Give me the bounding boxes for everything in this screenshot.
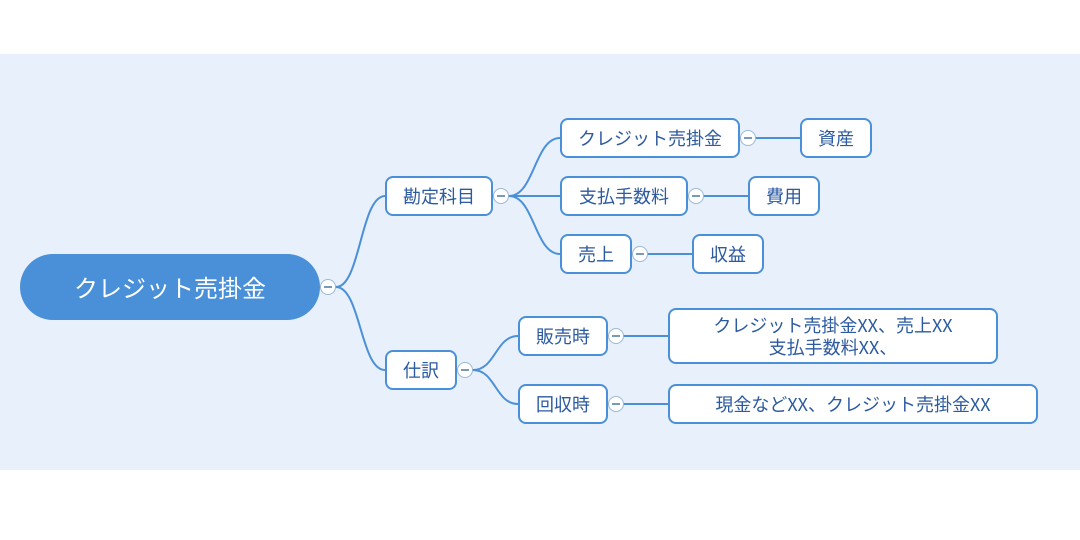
node-n2b[interactable]: 回収時 bbox=[518, 384, 608, 424]
node-n1c1[interactable]: 収益 bbox=[692, 234, 764, 274]
node-n1c[interactable]: 売上 bbox=[560, 234, 632, 274]
collapse-toggle-n2[interactable] bbox=[457, 362, 473, 378]
node-n1b1[interactable]: 費用 bbox=[748, 176, 820, 216]
collapse-toggle-root[interactable] bbox=[320, 279, 336, 295]
node-n1[interactable]: 勘定科目 bbox=[385, 176, 493, 216]
mindmap-canvas: クレジット売掛金勘定科目クレジット売掛金資産支払手数料費用売上収益仕訳販売時クレ… bbox=[0, 0, 1080, 540]
collapse-toggle-n1b[interactable] bbox=[688, 188, 704, 204]
collapse-toggle-n2a[interactable] bbox=[608, 328, 624, 344]
node-n2a[interactable]: 販売時 bbox=[518, 316, 608, 356]
collapse-toggle-n1c[interactable] bbox=[632, 246, 648, 262]
node-root[interactable]: クレジット売掛金 bbox=[20, 254, 320, 320]
node-n1b[interactable]: 支払手数料 bbox=[560, 176, 688, 216]
node-n2[interactable]: 仕訳 bbox=[385, 350, 457, 390]
node-n1a[interactable]: クレジット売掛金 bbox=[560, 118, 740, 158]
collapse-toggle-n2b[interactable] bbox=[608, 396, 624, 412]
node-n2b1[interactable]: 現金などXX、クレジット売掛金XX bbox=[668, 384, 1038, 424]
collapse-toggle-n1a[interactable] bbox=[740, 130, 756, 146]
node-n1a1[interactable]: 資産 bbox=[800, 118, 872, 158]
node-n2a1[interactable]: クレジット売掛金XX、売上XX 支払手数料XX、 bbox=[668, 308, 998, 364]
collapse-toggle-n1[interactable] bbox=[493, 188, 509, 204]
